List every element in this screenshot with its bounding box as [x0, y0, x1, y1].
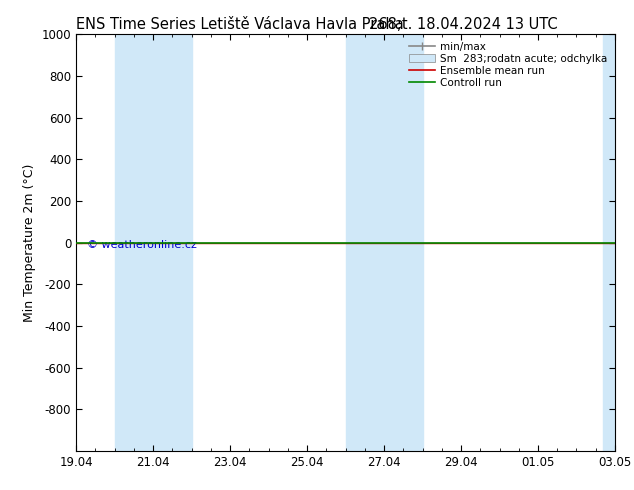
Bar [604, 34, 615, 451]
Legend: min/max, Sm  283;rodatn acute; odchylka, Ensemble mean run, Controll run: min/max, Sm 283;rodatn acute; odchylka, … [407, 40, 610, 90]
Bar [346, 34, 422, 451]
Bar [115, 34, 191, 451]
Text: 268;t. 18.04.2024 13 UTC: 268;t. 18.04.2024 13 UTC [369, 17, 558, 32]
Text: © weatheronline.cz: © weatheronline.cz [87, 241, 197, 250]
Y-axis label: Min Temperature 2m (°C): Min Temperature 2m (°C) [23, 163, 36, 322]
Text: ENS Time Series Letiště Václava Havla Praha: ENS Time Series Letiště Václava Havla Pr… [76, 17, 404, 32]
